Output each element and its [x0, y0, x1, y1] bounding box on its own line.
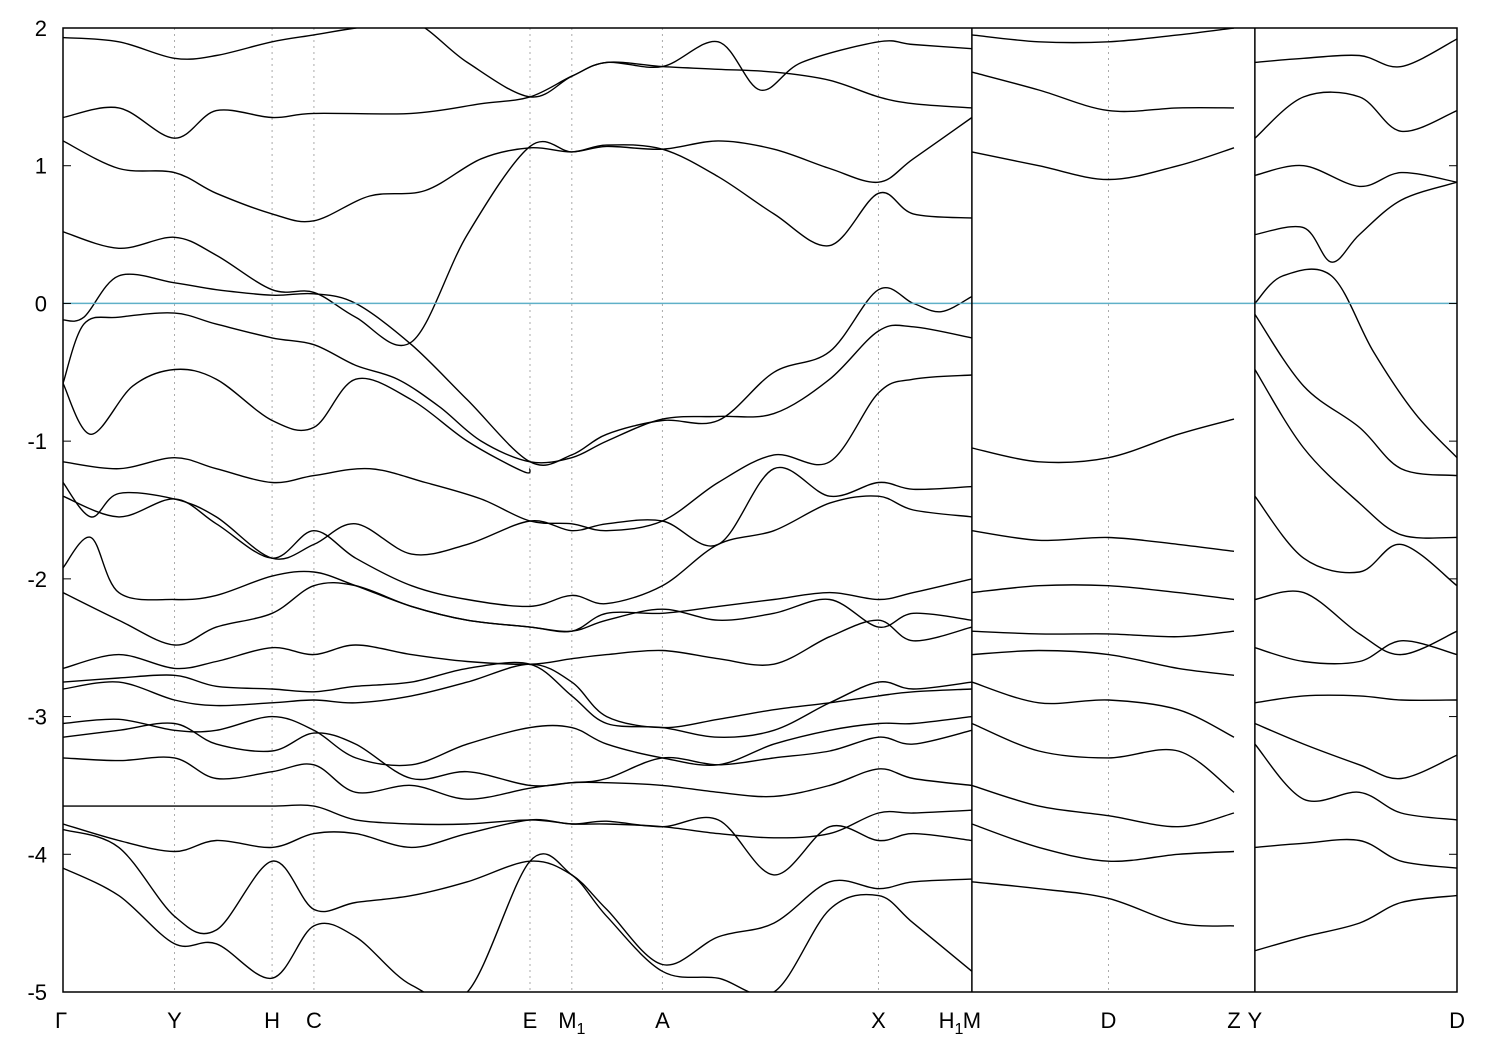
- band-line: [971, 823, 1235, 863]
- band-line: [1254, 268, 1457, 459]
- kpoint-label: D: [1449, 1008, 1465, 1033]
- band-line: [1254, 38, 1457, 68]
- y-tick-label: 2: [35, 16, 47, 41]
- kpoint-label: E: [523, 1008, 538, 1033]
- kpoint-label: D: [1101, 1008, 1117, 1033]
- kpoint-subscript: 1: [577, 1021, 586, 1038]
- band-line: [971, 147, 1235, 181]
- kpoint-label: H: [264, 1008, 280, 1033]
- band-line: [63, 756, 972, 800]
- band-line: [63, 853, 973, 992]
- band-line: [1254, 314, 1457, 477]
- band-line: [971, 649, 1235, 676]
- band-line: [63, 312, 973, 464]
- y-tick-label: -4: [27, 842, 47, 867]
- y-tick-label: -5: [27, 980, 47, 1005]
- band-line: [971, 881, 1235, 927]
- kpoint-label: Y: [167, 1008, 182, 1033]
- band-line: [1254, 838, 1457, 869]
- band-line: [63, 374, 972, 532]
- kpoint-label: Γ: [55, 1008, 67, 1033]
- band-line: [1254, 743, 1457, 821]
- band-line: [971, 722, 1235, 793]
- kpoint-label: Z: [1227, 1008, 1240, 1033]
- band-line: [63, 715, 972, 767]
- band-line: [971, 681, 1235, 738]
- band-line: [63, 40, 972, 139]
- band-line: [63, 140, 972, 347]
- band-line: [971, 530, 1235, 552]
- band-line: [63, 582, 972, 646]
- kpoint-gridlines: [174, 28, 1109, 992]
- kpoint-label: Y: [1248, 1008, 1263, 1033]
- segment-breaks: [971, 28, 1256, 992]
- band-line: [63, 368, 531, 474]
- band-line: [63, 116, 973, 223]
- y-tick-label: -1: [27, 429, 47, 454]
- band-line: [1254, 590, 1457, 656]
- kpoint-label: C: [306, 1008, 322, 1033]
- band-line: [1254, 164, 1457, 188]
- kpoint-label: X: [871, 1008, 886, 1033]
- band-line: [1254, 894, 1457, 952]
- y-tick-label: -2: [27, 567, 47, 592]
- band-line: [1254, 694, 1457, 704]
- band-lines: [63, 28, 1457, 992]
- band-line: [1254, 722, 1457, 780]
- x-axis: Γ Y H C E M1 A X H1 M D Z Y D: [55, 1008, 1465, 1038]
- band-line: [971, 630, 1235, 638]
- band-line: [971, 584, 1235, 601]
- plot-frame: [62, 27, 1458, 993]
- y-tick-label: -3: [27, 705, 47, 730]
- band-line: [63, 722, 973, 787]
- y-axis: 2 1 0 -1 -2 -3 -4 -5: [27, 16, 1457, 1005]
- kpoint-label: A: [655, 1008, 670, 1033]
- band-line: [971, 71, 1235, 113]
- y-tick-label: 1: [35, 154, 47, 179]
- band-line: [971, 784, 1235, 828]
- band-line: [63, 495, 972, 608]
- band-line: [1254, 495, 1457, 587]
- kpoint-label: M: [963, 1008, 981, 1033]
- band-line: [1254, 91, 1457, 139]
- band-line: [63, 663, 972, 729]
- band-line: [971, 418, 1235, 464]
- y-tick-label: 0: [35, 291, 47, 316]
- band-line: [1254, 640, 1457, 665]
- band-line: [971, 28, 1235, 44]
- band-line: [1254, 181, 1457, 263]
- kpoint-subscript: 1: [954, 1021, 963, 1038]
- band-line: [1254, 369, 1457, 539]
- band-line: [63, 816, 972, 876]
